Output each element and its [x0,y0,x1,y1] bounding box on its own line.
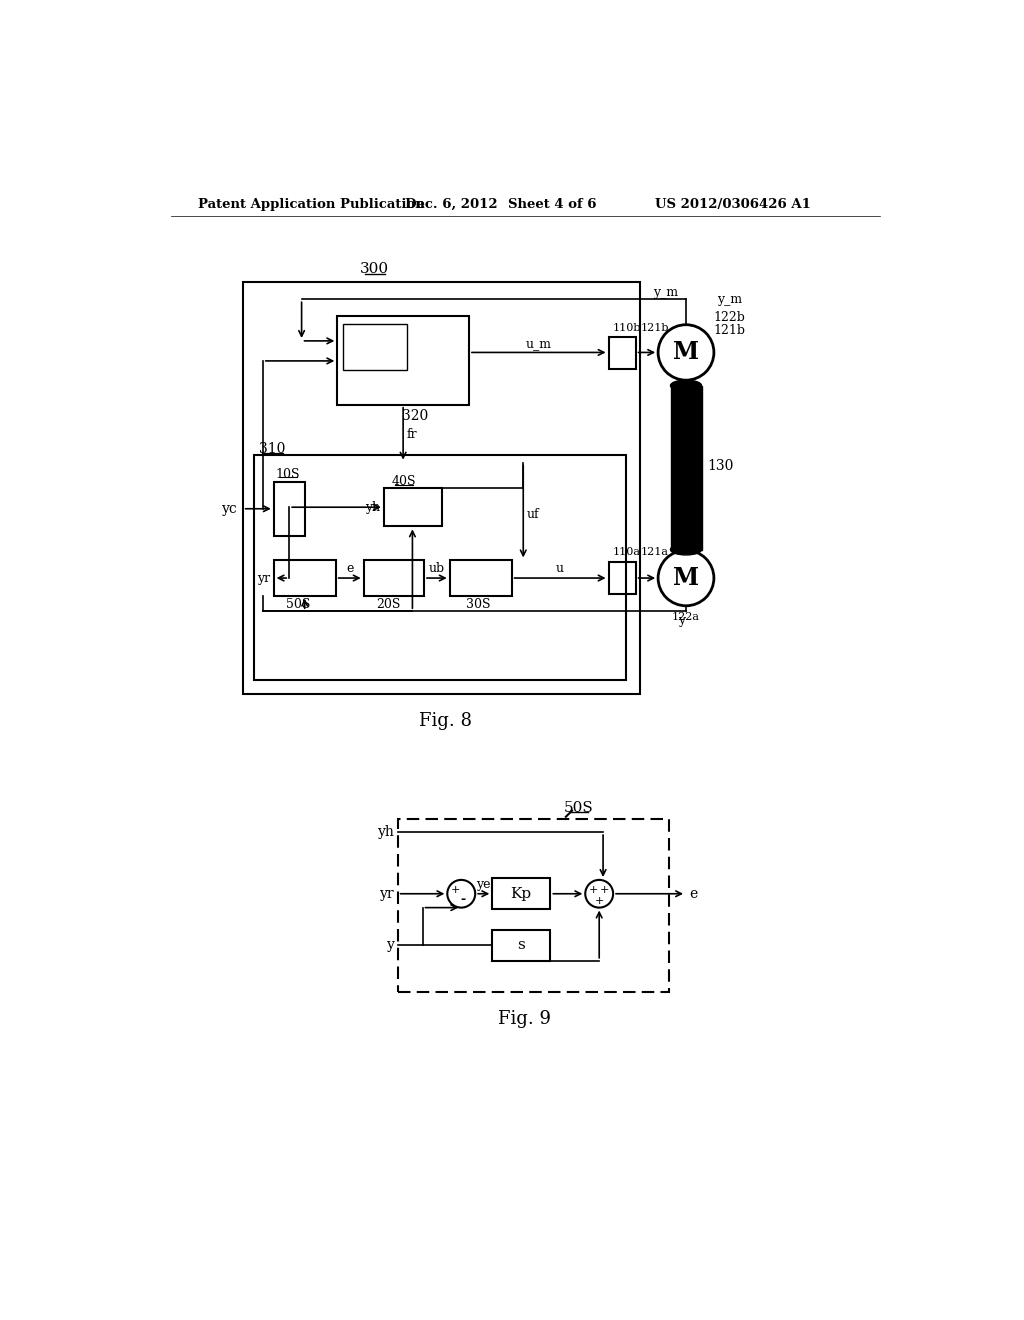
Bar [671,385,701,549]
Text: e: e [346,562,353,576]
Text: 320: 320 [401,409,428,424]
Text: yc: yc [222,502,238,516]
Bar [243,281,640,693]
Text: -: - [460,894,465,907]
Text: yr: yr [257,572,270,585]
Text: yr: yr [380,887,394,900]
Text: M: M [673,341,699,364]
Bar [493,878,550,909]
Text: 110b: 110b [612,323,641,333]
Text: 130: 130 [708,459,734,474]
Text: 300: 300 [359,261,389,276]
Text: fr: fr [407,428,417,441]
Text: 121a: 121a [641,546,669,557]
Bar [337,317,469,405]
Text: 110a: 110a [612,546,640,557]
Text: Kp: Kp [510,887,531,900]
Bar [397,818,669,991]
Text: e: e [689,887,697,900]
Bar [608,337,636,368]
Ellipse shape [671,380,701,391]
Text: Fig. 9: Fig. 9 [499,1010,551,1028]
Text: ub: ub [428,562,444,576]
Text: Dec. 6, 2012: Dec. 6, 2012 [406,198,498,211]
Text: 10S: 10S [275,467,300,480]
Text: +: + [600,884,609,895]
Text: 310: 310 [259,442,286,457]
Text: M: M [673,566,699,590]
Bar [384,488,442,527]
Text: y: y [387,939,394,952]
Text: yh: yh [378,825,394,840]
Bar [364,560,424,595]
Text: u_m: u_m [525,337,552,350]
Text: uf: uf [526,508,539,520]
Text: +: + [595,896,604,906]
Text: +: + [589,884,598,895]
Bar [608,562,636,594]
Text: Patent Application Publication: Patent Application Publication [198,198,425,211]
Text: ye: ye [476,878,490,891]
Text: y: y [679,614,686,627]
Text: US 2012/0306426 A1: US 2012/0306426 A1 [655,198,811,211]
Circle shape [658,325,714,380]
Text: 20S: 20S [376,598,400,611]
Text: +: + [452,884,461,895]
Text: Sheet 4 of 6: Sheet 4 of 6 [508,198,596,211]
Text: s: s [517,939,524,952]
Text: u: u [556,562,563,576]
Bar [450,560,512,595]
Ellipse shape [671,544,701,554]
Bar [343,323,407,370]
Text: yh: yh [366,500,381,513]
Text: 50S: 50S [564,800,594,814]
Text: 121b: 121b [713,325,745,338]
Text: y_m: y_m [717,293,742,306]
Bar [254,455,626,681]
Bar [273,560,336,595]
Text: 40S: 40S [391,475,416,488]
Text: 50S: 50S [287,598,310,611]
Circle shape [658,550,714,606]
Text: 30S: 30S [466,598,490,611]
Bar [493,929,550,961]
Text: Fig. 8: Fig. 8 [419,711,472,730]
Text: 122b: 122b [713,312,745,325]
Text: 121b: 121b [641,323,670,333]
Text: y_m: y_m [653,286,678,298]
Bar [273,482,305,536]
Text: 122a: 122a [672,611,700,622]
